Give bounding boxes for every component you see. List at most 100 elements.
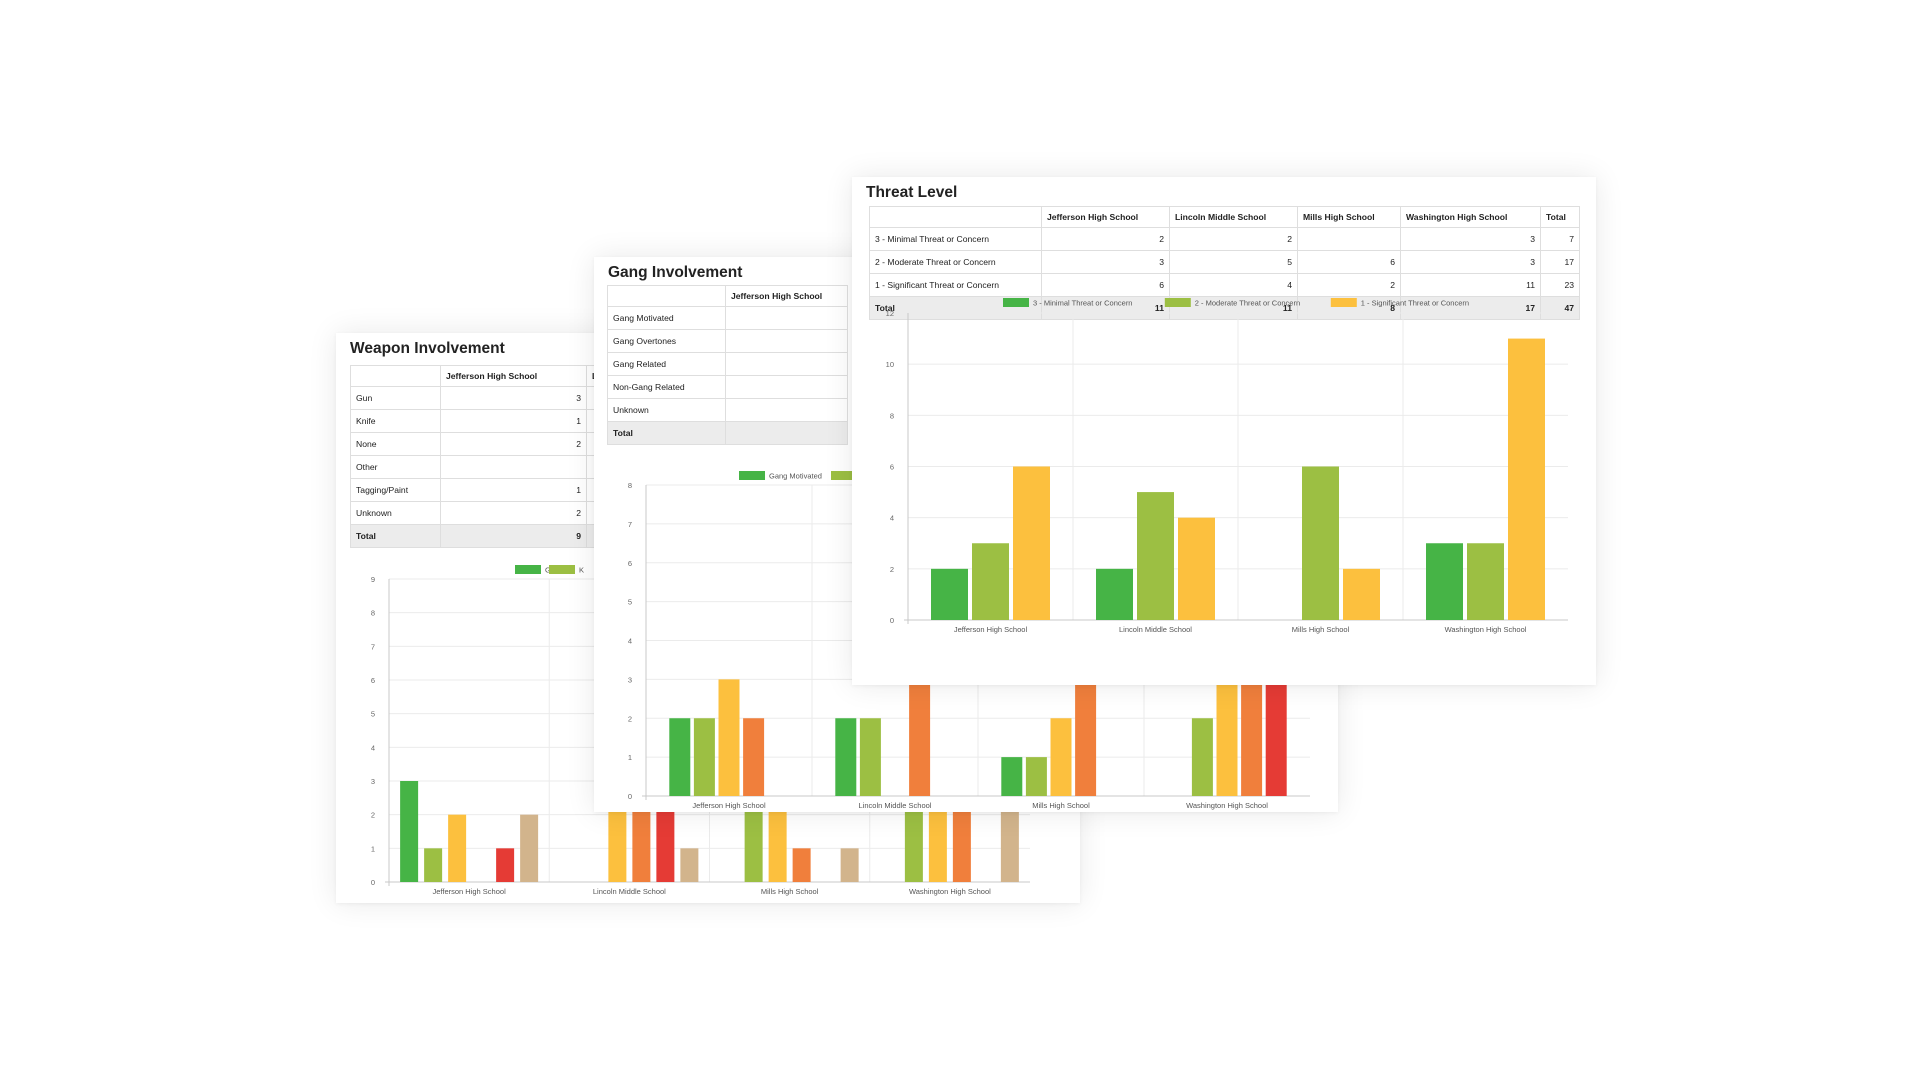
x-tick-label: Washington High School — [909, 887, 991, 896]
table-cell: 5 — [1169, 250, 1298, 274]
weapon-involvement-title: Weapon Involvement — [350, 340, 505, 357]
table-row: Non-Gang Related — [607, 375, 848, 399]
gang-involvement-table: Jefferson High School Gang Motivated Gang … — [607, 285, 848, 445]
x-tick-label: Washington High School — [1186, 801, 1268, 810]
table-cell: 17 — [1540, 250, 1580, 274]
gang-involvement-title: Gang Involvement — [608, 264, 743, 281]
bar — [520, 814, 539, 882]
bar — [1096, 568, 1133, 620]
y-tick-label: 5 — [628, 598, 632, 607]
row-label: Gang Related — [607, 352, 726, 376]
bar — [1178, 517, 1215, 620]
y-tick-label: 0 — [890, 616, 894, 625]
table-cell: 1 — [440, 478, 587, 502]
bar — [972, 543, 1009, 620]
table-cell: 9 — [440, 524, 587, 548]
bar — [1426, 543, 1463, 620]
table-cell: 3 — [1041, 250, 1170, 274]
x-tick-label: Lincoln Middle School — [1119, 625, 1192, 634]
y-tick-label: 7 — [628, 520, 632, 529]
legend-label: K — [579, 566, 584, 575]
y-tick-label: 6 — [371, 676, 375, 685]
y-tick-label: 8 — [371, 609, 375, 618]
bar — [693, 718, 715, 796]
threat-level-title: Threat Level — [866, 184, 958, 201]
table-cell: 2 — [1041, 227, 1170, 251]
y-tick-label: 7 — [371, 642, 375, 651]
bar — [680, 848, 699, 882]
table-row: 2 - Moderate Threat or Concern 3 5 6 3 17 — [869, 250, 1580, 274]
legend-swatch — [739, 471, 765, 480]
bar — [743, 718, 765, 796]
legend-label: Gang Motivated — [769, 472, 822, 481]
row-label: Total — [350, 524, 441, 548]
legend-swatch — [1164, 298, 1191, 307]
bar — [792, 848, 811, 882]
y-tick-label: 10 — [886, 360, 894, 369]
bar — [840, 848, 859, 882]
bar — [1343, 568, 1380, 620]
x-tick-label: Washington High School — [1445, 625, 1527, 634]
y-tick-label: 2 — [890, 565, 894, 574]
bar — [496, 848, 515, 882]
y-tick-label: 5 — [371, 710, 375, 719]
table-row: Unknown 2 — [350, 501, 597, 525]
row-label: Non-Gang Related — [607, 375, 726, 399]
bar — [1241, 679, 1263, 796]
bar — [1191, 718, 1213, 796]
table-cell: 7 — [1540, 227, 1580, 251]
table-row: Gang Related — [607, 352, 848, 376]
y-tick-label: 4 — [890, 514, 894, 523]
x-tick-label: Jefferson High School — [433, 887, 507, 896]
table-cell: 11 — [1400, 273, 1541, 297]
bar — [1001, 757, 1023, 796]
bar — [1508, 338, 1545, 620]
table-cell: 3 — [1400, 250, 1541, 274]
x-tick-label: Mills High School — [1292, 625, 1350, 634]
bar — [1265, 679, 1287, 796]
bar — [835, 718, 857, 796]
table-cell: 47 — [1540, 296, 1580, 320]
bar — [909, 679, 931, 796]
y-tick-label: 6 — [628, 559, 632, 568]
bar — [1467, 543, 1504, 620]
bar — [1075, 679, 1097, 796]
bar — [400, 781, 419, 882]
table-row: None 2 — [350, 432, 597, 456]
threat-level-card: Threat Level Jefferson High School Lincol… — [852, 177, 1596, 685]
table-cell — [440, 455, 587, 479]
y-tick-label: 1 — [628, 753, 632, 762]
x-tick-label: Mills High School — [1032, 801, 1090, 810]
legend-swatch — [831, 471, 857, 480]
table-total-row: Total 9 — [350, 524, 597, 548]
table-cell — [725, 352, 848, 376]
y-tick-label: 8 — [628, 481, 632, 490]
table-cell — [725, 306, 848, 330]
table-row: Knife 1 — [350, 409, 597, 433]
y-tick-label: 4 — [628, 637, 632, 646]
bar — [718, 679, 740, 796]
row-label: Total — [607, 421, 726, 445]
bar — [669, 718, 691, 796]
y-tick-label: 12 — [886, 309, 894, 318]
x-tick-label: Jefferson High School — [954, 625, 1028, 634]
bar — [931, 568, 968, 620]
y-tick-label: 0 — [371, 878, 375, 887]
row-label: 2 - Moderate Threat or Concern — [869, 250, 1042, 274]
table-total-row: Total — [607, 421, 848, 445]
table-cell: 3 — [440, 386, 587, 410]
table-row: 1 - Significant Threat or Concern 6 4 2 11 23 — [869, 273, 1580, 297]
row-label: None — [350, 432, 441, 456]
y-tick-label: 2 — [628, 714, 632, 723]
table-cell: 17 — [1400, 296, 1541, 320]
y-tick-label: 8 — [890, 411, 894, 420]
x-tick-label: Jefferson High School — [692, 801, 766, 810]
bar — [859, 718, 881, 796]
bar — [448, 814, 467, 882]
table-cell — [725, 421, 848, 445]
legend-label: 1 - Significant Threat or Concern — [1361, 299, 1469, 308]
y-tick-label: 6 — [890, 463, 894, 472]
bar — [1216, 679, 1238, 796]
bar — [1302, 466, 1339, 620]
y-tick-label: 2 — [371, 811, 375, 820]
